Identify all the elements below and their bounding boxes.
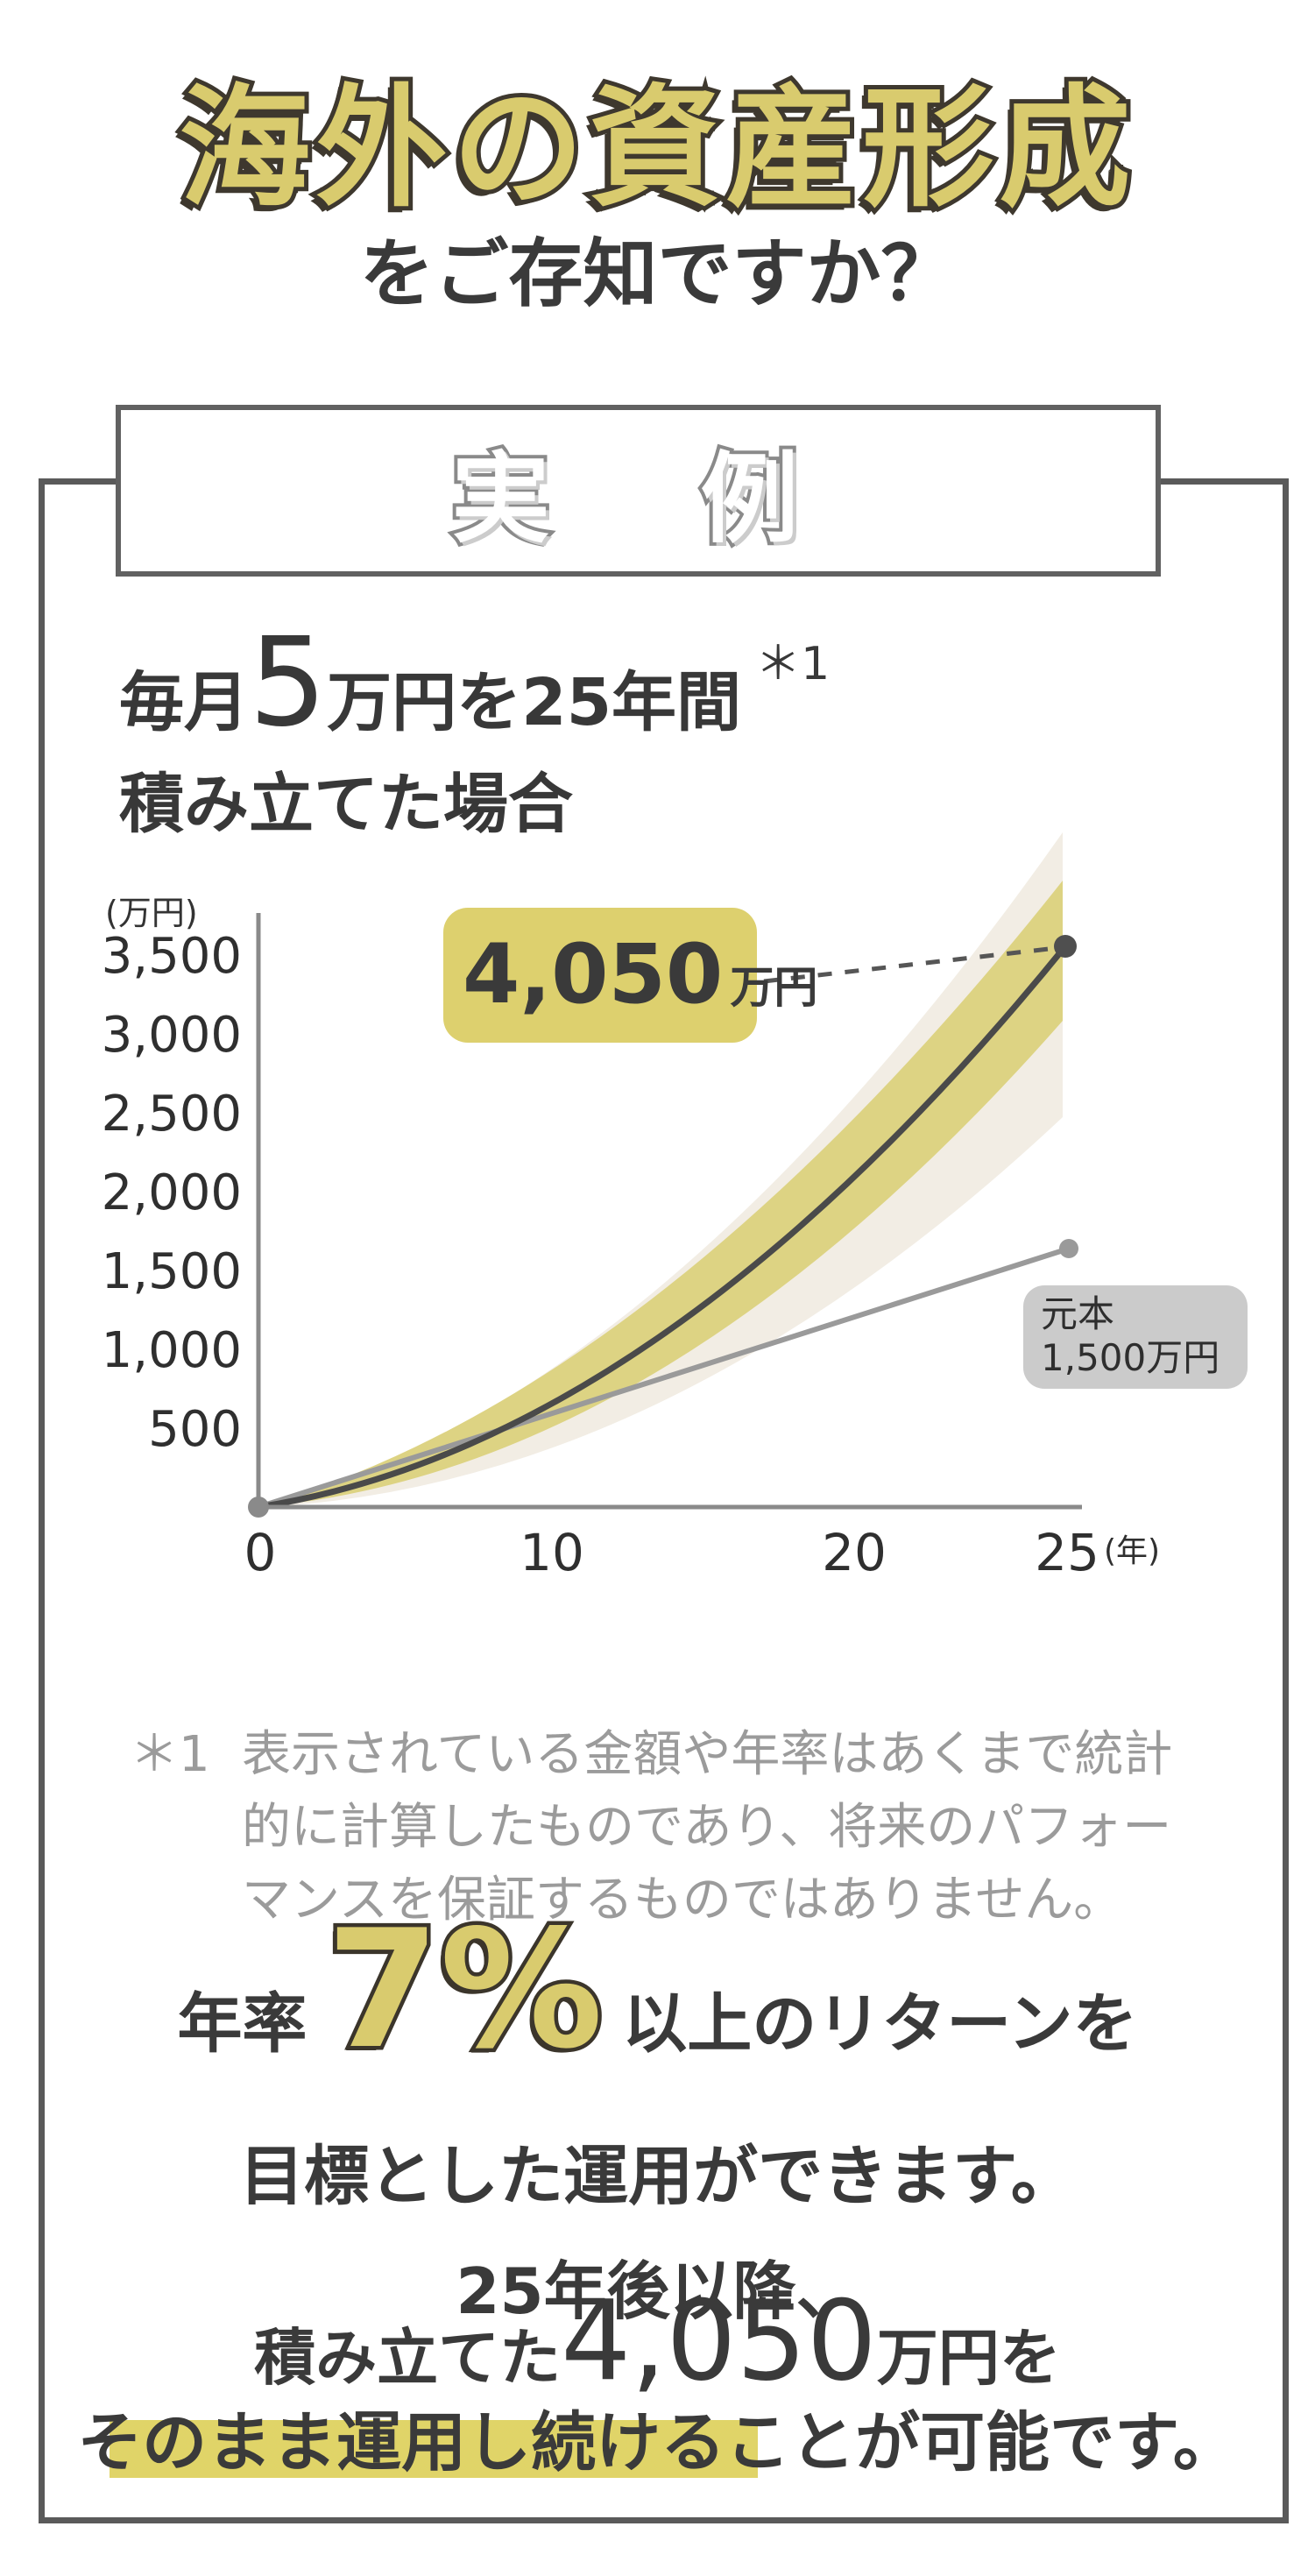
y-axis-unit-label: (万円) bbox=[105, 894, 198, 932]
x-tick-10: 10 bbox=[520, 1523, 584, 1582]
x-axis-unit-label: (年) bbox=[1104, 1533, 1160, 1569]
projection-chart: (万円) 3,500 3,000 2,500 2,000 1,500 1,000… bbox=[53, 815, 1279, 1603]
scenario-heading-line1: 毎月5万円を25年間＊1 bbox=[119, 612, 830, 754]
badge-connector-dashed-line bbox=[763, 945, 1057, 984]
footnote-marker: ＊1 bbox=[130, 1726, 210, 1783]
scenario-amount: 5 bbox=[249, 612, 328, 754]
scenario-prefix: 毎月 bbox=[119, 665, 249, 740]
projection-curve bbox=[258, 944, 1068, 1511]
footnote-text: 表示されている金額や年率はあくまで統計 的に計算したものであり、将来のパフォー … bbox=[242, 1719, 1172, 1937]
footnote-line3: マンスを保証するものではありません。 bbox=[242, 1871, 1123, 1928]
claim-rate-line: 年率 7% 以上のリターンを bbox=[0, 1891, 1315, 2089]
example-label: 実 例 bbox=[449, 439, 825, 560]
page-subtitle: をご存知ですか？ bbox=[359, 231, 956, 318]
x-tick-25: 25 bbox=[1035, 1523, 1099, 1582]
claim-rate-suffix: 以上のリターンを bbox=[622, 1986, 1138, 2062]
y-tick-1000: 1,000 bbox=[102, 1322, 242, 1379]
principal-end-dot bbox=[1059, 1239, 1078, 1258]
principal-badge-line2: 1,500万円 bbox=[1041, 1336, 1220, 1379]
claim-after-line: 25年後以降、 bbox=[456, 2254, 859, 2328]
footnote: ＊1 表示されている金額や年率はあくまで統計 的に計算したものであり、将来のパフ… bbox=[130, 1719, 1216, 1937]
scenario-suffix: 万円を25年間 bbox=[327, 665, 742, 740]
y-tick-2000: 2,000 bbox=[102, 1164, 242, 1221]
y-tick-1500: 1,500 bbox=[102, 1243, 242, 1300]
y-tick-3500: 3,500 bbox=[102, 928, 242, 985]
claim-final-line: そのまま運用し続けることが可能です。 bbox=[77, 2405, 1238, 2480]
claim-amount-value: 4,050 bbox=[561, 2276, 877, 2405]
principal-badge-line1: 元本 bbox=[1041, 1292, 1114, 1335]
footnote-line2: 的に計算したものであり、将来のパフォー bbox=[242, 1798, 1172, 1856]
y-tick-2500: 2,500 bbox=[102, 1086, 242, 1143]
origin-dot bbox=[248, 1497, 269, 1518]
scenario-footnote-ref: ＊1 bbox=[755, 638, 831, 690]
result-badge bbox=[443, 908, 757, 1043]
projection-end-dot bbox=[1054, 935, 1077, 958]
claim-rate-prefix: 年率 bbox=[177, 1986, 308, 2062]
result-badge-amount: 4,050 bbox=[463, 927, 723, 1023]
claim-amount-prefix: 積み立てた bbox=[254, 2322, 562, 2394]
result-badge-unit: 万円 bbox=[730, 962, 817, 1013]
scenario-heading-line2: 積み立てた場合 bbox=[119, 767, 573, 842]
page-title: 海外の資産形成 bbox=[174, 68, 1136, 230]
principal-badge bbox=[1023, 1285, 1248, 1389]
x-tick-20: 20 bbox=[822, 1523, 887, 1582]
y-tick-500: 500 bbox=[148, 1401, 242, 1458]
claim-goal-line: 目標とした運用ができます。 bbox=[239, 2139, 1076, 2214]
claim-rate-value: 7% bbox=[322, 1891, 607, 2089]
claim-final-wrap: そのまま運用し続けることが可能です。 bbox=[0, 2399, 1315, 2495]
projection-chart-svg: (万円) 3,500 3,000 2,500 2,000 1,500 1,000… bbox=[102, 832, 1248, 1582]
result-badge-text: 4,050 万円 bbox=[463, 927, 817, 1023]
claim-amount-suffix: 万円を bbox=[876, 2322, 1061, 2394]
y-tick-3000: 3,000 bbox=[102, 1007, 242, 1064]
claim-amount-line: 積み立てた4,050万円を bbox=[0, 2276, 1315, 2405]
footnote-line1: 表示されている金額や年率はあくまで統計 bbox=[242, 1726, 1173, 1783]
x-tick-0: 0 bbox=[244, 1523, 277, 1582]
example-label-box: 実 例 bbox=[116, 405, 1161, 577]
principal-line bbox=[258, 1246, 1070, 1510]
yellow-highlight-bar bbox=[110, 2420, 758, 2478]
